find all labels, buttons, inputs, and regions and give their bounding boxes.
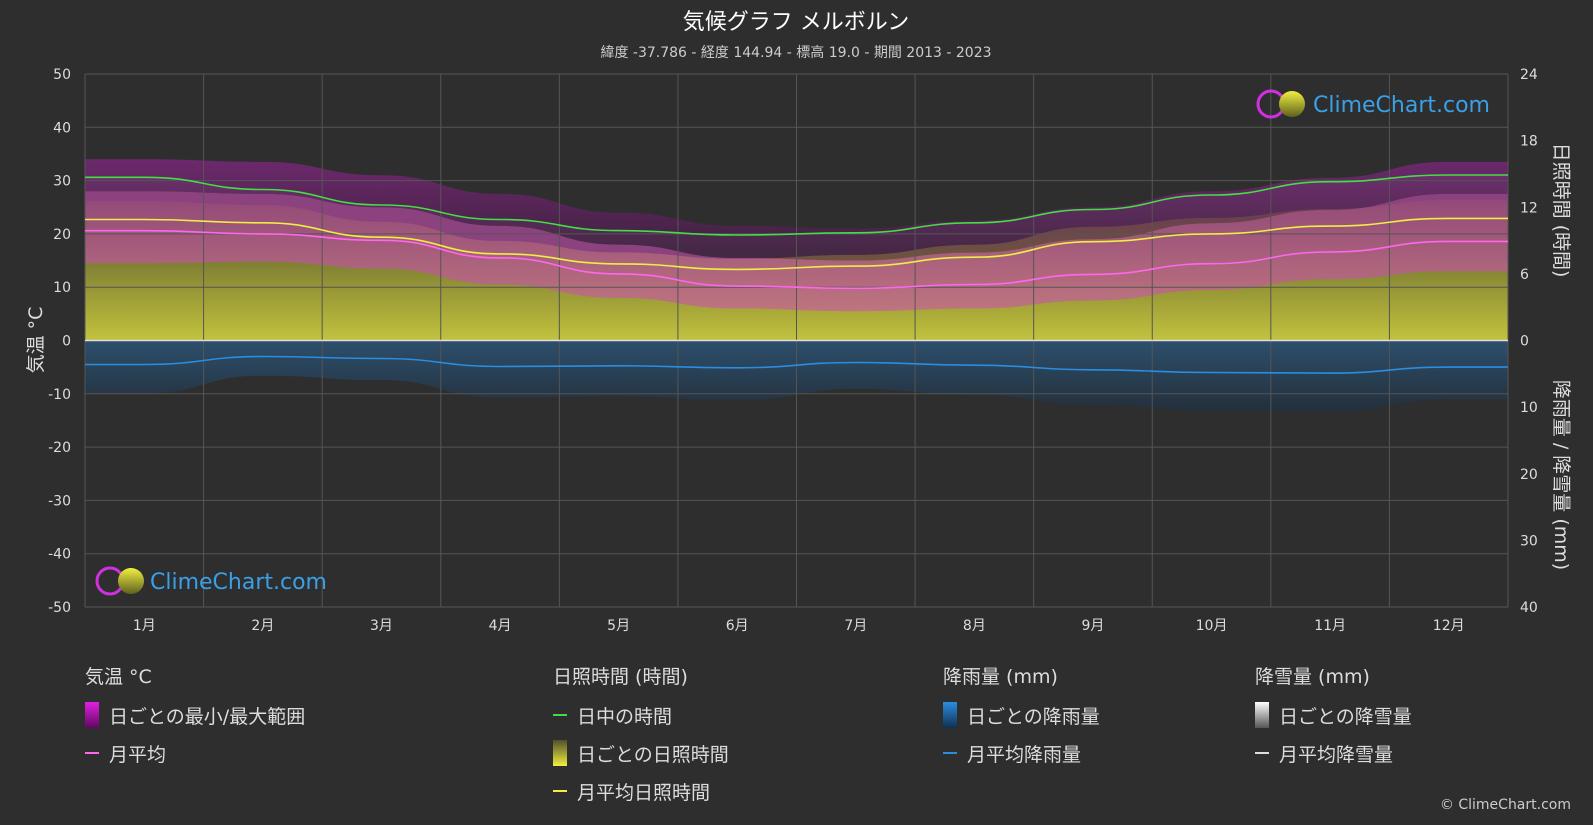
left-tick-label: -50 — [48, 600, 71, 616]
swatch-snow-daily — [1255, 702, 1269, 728]
legend-label-sun-avg: 月平均日照時間 — [577, 781, 711, 804]
left-tick-label: -10 — [48, 387, 71, 403]
legend-temperature: 気温 °C 日ごとの最小/最大範囲 月平均 — [85, 662, 305, 779]
legend-rain: 降雨量 (mm) 日ごとの降雨量 月平均降雨量 — [943, 662, 1100, 779]
legend-item-snow-avg: 月平均降雪量 — [1255, 741, 1412, 766]
right-top-tick-label: 12 — [1520, 200, 1538, 216]
swatch-sun-avg — [553, 790, 567, 792]
logo-sun-icon — [1279, 91, 1305, 117]
legend-title-snow: 降雪量 (mm) — [1255, 666, 1370, 688]
left-tick-label: 10 — [53, 280, 71, 296]
axes: 50 40 30 20 10 0 -10 -20 -30 -40 -50 24 18 12 6 0 10 20 30… — [48, 67, 1538, 634]
left-tick-label: 50 — [53, 67, 71, 83]
right-bottom-tick-label: 30 — [1520, 533, 1538, 549]
right-bottom-tick-label: 20 — [1520, 467, 1538, 483]
legend-label-snow-avg: 月平均降雪量 — [1279, 743, 1394, 766]
x-tick-label: 5月 — [607, 618, 630, 634]
left-tick-label: 30 — [53, 174, 71, 190]
x-tick-label: 12月 — [1433, 618, 1465, 634]
x-tick-label: 3月 — [370, 618, 393, 634]
swatch-temp-range — [85, 702, 99, 728]
x-tick-label: 9月 — [1081, 618, 1104, 634]
series-lines — [85, 174, 1508, 374]
legend-title-sun: 日照時間 (時間) — [553, 666, 688, 688]
x-tick-label: 10月 — [1196, 618, 1228, 634]
left-tick-label: -20 — [48, 440, 71, 456]
legend-label-temp-range: 日ごとの最小/最大範囲 — [109, 705, 306, 728]
x-tick-label: 2月 — [251, 618, 274, 634]
legend-item-rain-daily: 日ごとの降雨量 — [943, 702, 1100, 728]
legend-label-sun-daily: 日ごとの日照時間 — [577, 743, 729, 766]
legend-item-temp-range: 日ごとの最小/最大範囲 — [85, 702, 306, 728]
swatch-sun-daily — [553, 740, 567, 766]
legend-item-snow-daily: 日ごとの降雪量 — [1255, 702, 1412, 728]
series-line-日中の時間 — [85, 174, 1508, 236]
legend-label-rain-daily: 日ごとの降雨量 — [967, 705, 1100, 728]
legend-sunshine: 日照時間 (時間) 日中の時間 日ごとの日照時間 月平均日照時間 — [553, 662, 729, 817]
swatch-rain-avg — [943, 752, 957, 754]
right-top-tick-label: 18 — [1520, 134, 1538, 150]
swatch-temp-avg — [85, 752, 99, 754]
x-tick-label: 1月 — [133, 618, 156, 634]
legend-item-daylight: 日中の時間 — [553, 703, 729, 728]
right-top-tick-label: 6 — [1520, 267, 1529, 283]
left-tick-label: 20 — [53, 227, 71, 243]
legend-snow: 降雪量 (mm) 日ごとの降雪量 月平均降雪量 — [1255, 662, 1412, 779]
legend-item-sun-daily: 日ごとの日照時間 — [553, 740, 729, 766]
y-axis-label-right-bottom: 降雨量 / 降雪量 (mm) — [1550, 380, 1572, 570]
swatch-snow-avg — [1255, 752, 1269, 754]
x-tick-label: 8月 — [963, 618, 986, 634]
brand-logo-bottom: ClimeChart.com — [95, 566, 327, 596]
x-tick-label: 11月 — [1314, 618, 1346, 634]
legend-title-temp: 気温 °C — [85, 666, 152, 688]
y-axis-label-right-top: 日照時間 (時間) — [1550, 143, 1572, 278]
left-tick-label: -40 — [48, 547, 71, 563]
x-tick-label: 7月 — [844, 618, 867, 634]
swatch-rain-daily — [943, 702, 957, 728]
series-line-月平均降雨量 — [85, 355, 1508, 374]
legend-title-rain: 降雨量 (mm) — [943, 666, 1058, 688]
legend-label-daylight: 日中の時間 — [577, 705, 673, 728]
left-tick-label: 40 — [53, 120, 71, 136]
series-line-月平均 — [85, 229, 1508, 290]
right-top-tick-label: 24 — [1520, 67, 1538, 83]
legend-item-temp-avg: 月平均 — [85, 741, 305, 766]
logo-sun-icon — [118, 568, 144, 594]
series-line-月平均日照時間 — [85, 217, 1508, 271]
left-tick-label: 0 — [62, 334, 71, 350]
legend-item-sun-avg: 月平均日照時間 — [553, 779, 729, 804]
left-tick-label: -30 — [48, 493, 71, 509]
brand-text-bottom: ClimeChart.com — [150, 570, 327, 595]
brand-text-top: ClimeChart.com — [1313, 93, 1490, 118]
right-top-tick-label: 0 — [1520, 334, 1529, 350]
x-tick-label: 4月 — [489, 618, 512, 634]
x-tick-label: 6月 — [726, 618, 749, 634]
legend-label-rain-avg: 月平均降雨量 — [967, 743, 1082, 766]
chart-title: 気候グラフ メルボルン — [683, 10, 910, 35]
right-bottom-tick-label: 40 — [1520, 600, 1538, 616]
legend-label-temp-avg: 月平均 — [109, 743, 167, 766]
legend-item-rain-avg: 月平均降雨量 — [943, 741, 1100, 766]
y-axis-label-left: 気温 °C — [25, 307, 47, 374]
chart-subtitle: 緯度 -37.786 - 経度 144.94 - 標高 19.0 - 期間 20… — [600, 44, 991, 61]
grid — [84, 73, 1509, 608]
legend-label-snow-daily: 日ごとの降雪量 — [1279, 705, 1412, 728]
right-bottom-tick-label: 10 — [1520, 400, 1538, 416]
brand-logo-top: ClimeChart.com — [1256, 89, 1490, 119]
swatch-daylight — [553, 714, 567, 716]
copyright: © ClimeChart.com — [1439, 797, 1571, 813]
